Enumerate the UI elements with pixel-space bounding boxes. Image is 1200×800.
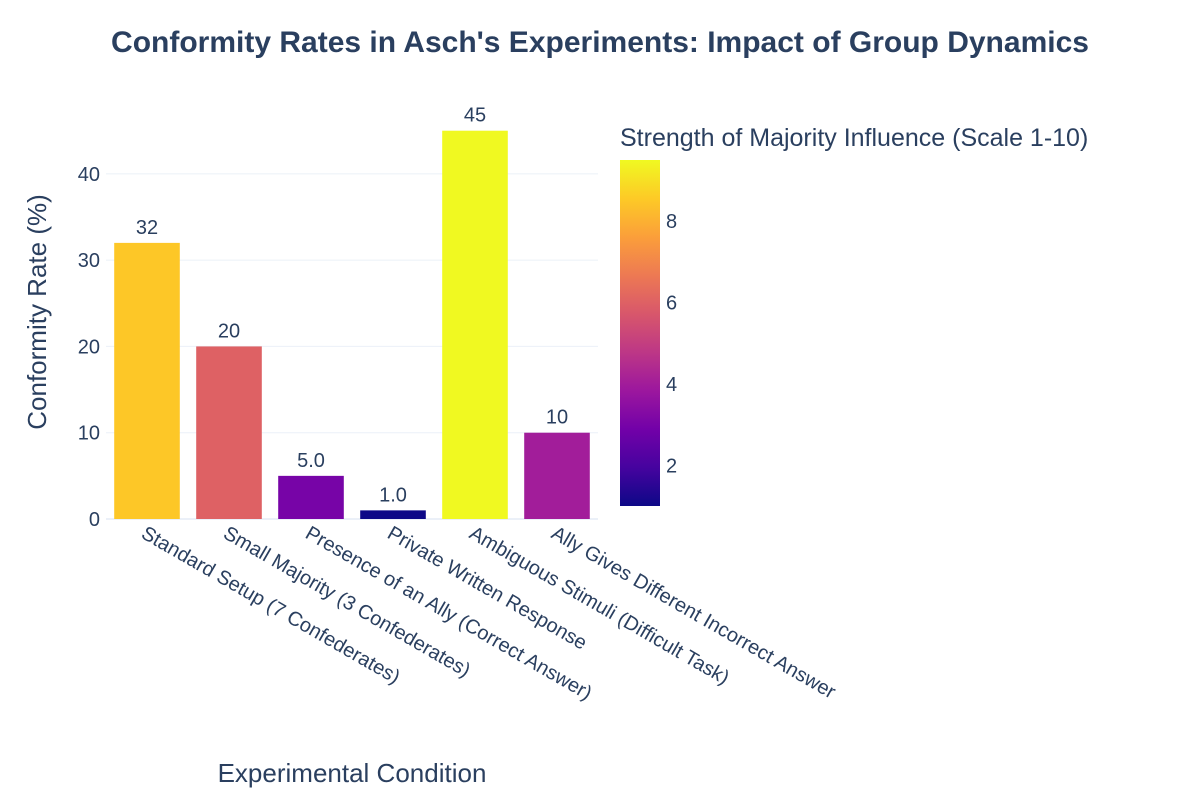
bar xyxy=(114,242,180,520)
y-tick-label: 30 xyxy=(78,250,100,272)
bar xyxy=(442,130,508,519)
colorbar-title: Strength of Majority Influence (Scale 1-… xyxy=(620,124,1088,152)
bar-value-label: 10 xyxy=(546,407,568,429)
y-axis-ticks: 0 10 20 30 40 xyxy=(78,164,100,531)
x-axis-ticks: Standard Setup (7 Confederates)Small Maj… xyxy=(138,522,840,704)
x-axis-title: Experimental Condition xyxy=(218,758,487,788)
y-tick-label: 10 xyxy=(78,423,100,445)
bar-value-label: 5.0 xyxy=(297,450,325,472)
gridlines xyxy=(106,173,598,520)
colorbar-tick-label: 6 xyxy=(666,292,677,314)
bar-value-label: 45 xyxy=(464,105,486,127)
bar-value-label: 32 xyxy=(136,217,158,239)
y-axis-title: Conformity Rate (%) xyxy=(22,194,52,430)
bar-value-labels: 32 20 5.0 1.0 45 10 xyxy=(136,105,568,507)
bars xyxy=(114,130,590,520)
colorbar: Strength of Majority Influence (Scale 1-… xyxy=(620,124,1088,506)
bar-value-label: 20 xyxy=(218,320,240,342)
y-tick-label: 0 xyxy=(89,509,100,531)
chart-title: Conformity Rates in Asch's Experiments: … xyxy=(111,26,1089,59)
bar xyxy=(360,510,426,519)
colorbar-gradient xyxy=(620,160,660,506)
bar xyxy=(524,432,590,519)
colorbar-tick-label: 2 xyxy=(666,455,677,477)
bar xyxy=(278,475,344,519)
bar-value-label: 1.0 xyxy=(379,484,407,506)
colorbar-tick-label: 4 xyxy=(666,374,677,396)
colorbar-ticks: 2 4 6 8 xyxy=(666,211,677,477)
colorbar-tick-label: 8 xyxy=(666,211,677,233)
y-tick-label: 20 xyxy=(78,336,100,358)
bar xyxy=(196,346,262,519)
y-tick-label: 40 xyxy=(78,164,100,186)
